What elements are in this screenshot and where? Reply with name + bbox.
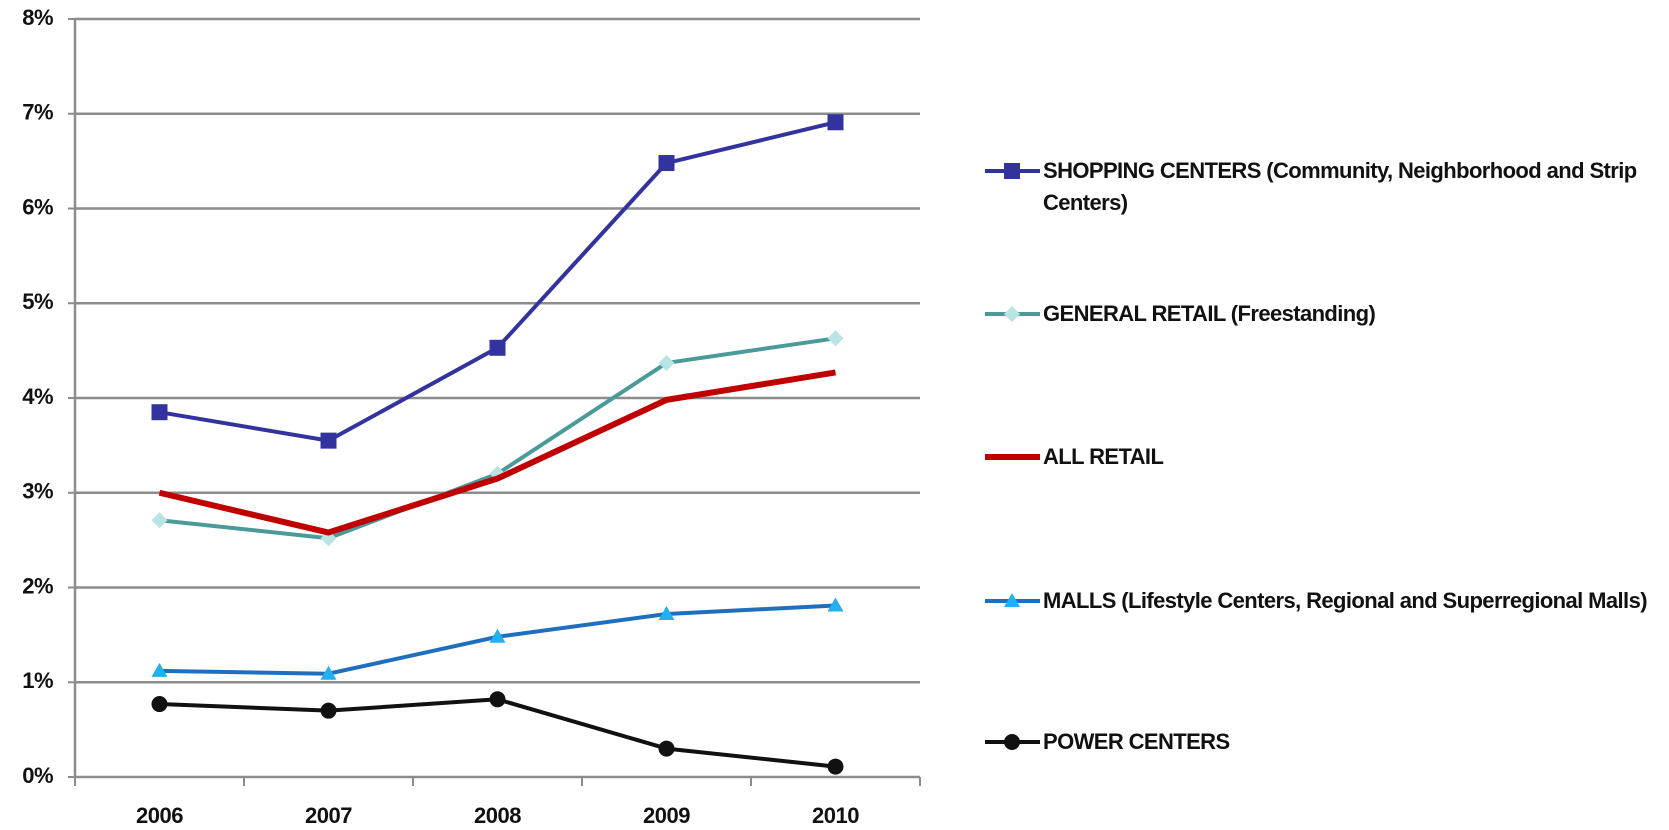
legend-marker — [1004, 593, 1020, 607]
y-tick-label: 7% — [22, 100, 53, 125]
x-tick-label: 2006 — [136, 803, 183, 828]
legend-label: POWER CENTERS — [1043, 729, 1230, 754]
marker — [658, 155, 675, 172]
legend-label: MALLS (Lifestyle Centers, Regional and S… — [1043, 588, 1648, 613]
legend-marker — [1004, 163, 1020, 179]
legend-marker — [1004, 306, 1020, 322]
x-tick-label: 2008 — [474, 803, 521, 828]
marker — [489, 628, 506, 643]
marker — [658, 354, 675, 371]
marker — [151, 696, 168, 713]
marker — [489, 691, 506, 708]
marker — [320, 702, 337, 719]
line — [159, 120, 836, 443]
y-tick-label: 4% — [22, 384, 53, 409]
legend-label: ALL RETAIL — [1043, 444, 1164, 469]
y-tick-label: 3% — [22, 479, 53, 504]
marker — [151, 512, 168, 529]
marker — [320, 665, 337, 680]
marker — [320, 432, 337, 449]
legend-marker — [1004, 734, 1020, 750]
y-tick-label: 0% — [22, 763, 53, 788]
y-tick-label: 5% — [22, 289, 53, 314]
x-tick-label: 2010 — [812, 803, 859, 828]
marker — [151, 404, 168, 421]
y-tick-label: 8% — [22, 5, 53, 30]
y-tick-label: 1% — [22, 668, 53, 693]
y-tick-label: 6% — [22, 194, 53, 219]
x-tick-label: 2009 — [643, 803, 690, 828]
marker — [658, 740, 675, 757]
legend-label: GENERAL RETAIL (Freestanding) — [1043, 301, 1376, 326]
line — [158, 369, 836, 536]
x-tick-label: 2007 — [305, 803, 352, 828]
marker — [489, 339, 506, 356]
line — [159, 697, 836, 769]
marker — [827, 114, 844, 131]
marker — [827, 330, 844, 347]
marker — [151, 662, 168, 677]
marker — [827, 597, 844, 612]
legend-label: SHOPPING CENTERS (Community, Neighborhoo… — [1043, 158, 1637, 215]
y-tick-label: 2% — [22, 573, 53, 598]
marker — [827, 758, 844, 775]
marker — [658, 606, 675, 621]
line — [159, 336, 836, 541]
